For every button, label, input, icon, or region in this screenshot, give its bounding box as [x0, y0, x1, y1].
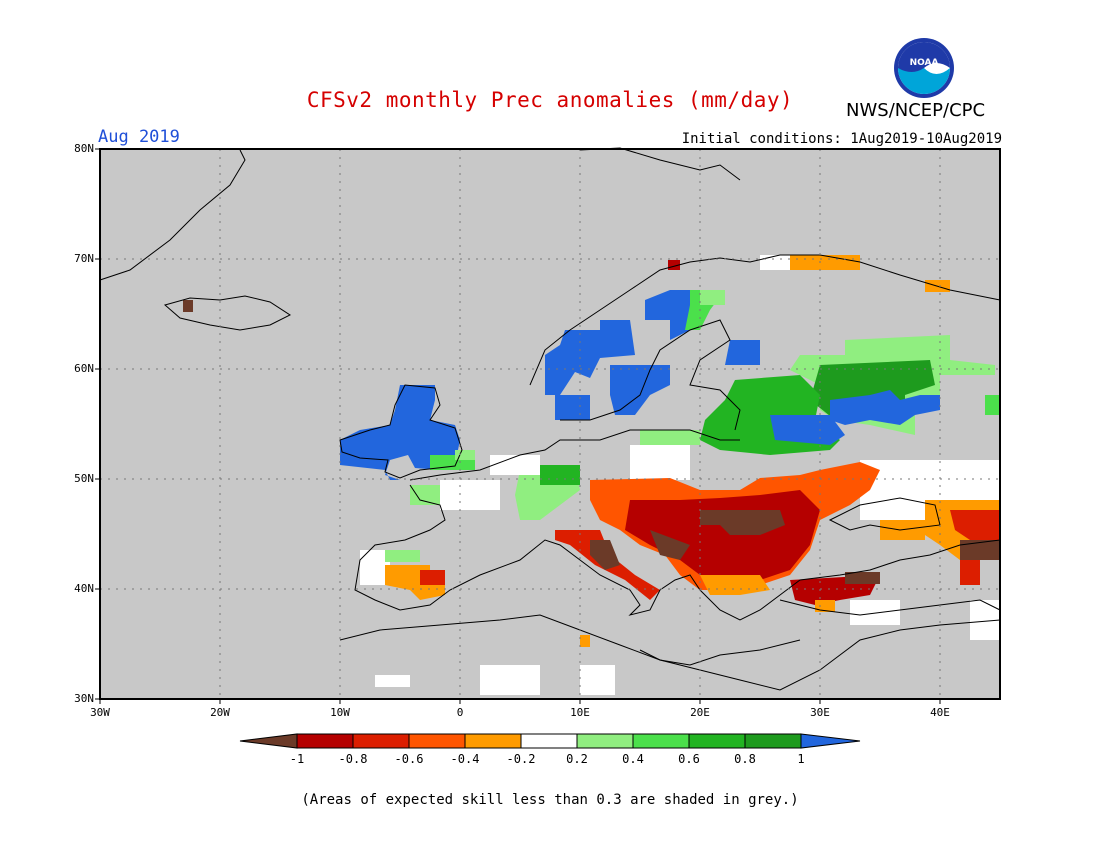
lat-label-50n: 50N: [74, 472, 94, 485]
region-sweden-south: [610, 365, 670, 415]
lon-label-30w: 30W: [90, 706, 110, 719]
lat-label-70n: 70N: [74, 252, 94, 265]
agency-label: NWS/NCEP/CPC: [846, 100, 986, 121]
lat-label-60n: 60N: [74, 362, 94, 375]
colorbar-label: 0.6: [678, 752, 700, 766]
map-title: CFSv2 monthly Prec anomalies (mm/day): [306, 88, 794, 112]
lon-label-10e: 10E: [570, 706, 590, 719]
colorbar-label: 0.2: [566, 752, 588, 766]
colorbar: [239, 733, 861, 749]
colorbar-arrow-right: [801, 734, 860, 748]
colorbar-arrow-left: [240, 734, 297, 748]
lon-label-40e: 40E: [930, 706, 950, 719]
colorbar-label: 0.8: [734, 752, 756, 766]
lat-label-80n: 80N: [74, 142, 94, 155]
noaa-logo-text: NOAA: [910, 58, 939, 68]
colorbar-label: -0.2: [506, 752, 536, 766]
lon-label-10w: 10W: [330, 706, 350, 719]
colorbar-label: 0.4: [622, 752, 644, 766]
colorbar-label: 1: [797, 752, 805, 766]
colorbar-label: -1: [289, 752, 305, 766]
axis-ticks: [95, 148, 941, 704]
coastlines: [99, 147, 1001, 691]
lon-label-30e: 30E: [810, 706, 830, 719]
region-norway: [545, 320, 635, 395]
anomaly-field: [183, 255, 1000, 695]
colorbar-label: -0.4: [450, 752, 480, 766]
lat-label-30n: 30N: [74, 692, 94, 705]
skill-footnote: (Areas of expected skill less than 0.3 a…: [301, 792, 799, 808]
lon-label-20w: 20W: [210, 706, 230, 719]
lon-label-0: 0: [456, 706, 464, 719]
graticule: [100, 149, 1000, 699]
noaa-logo: NOAA: [894, 38, 954, 98]
initial-conditions: Initial conditions: 1Aug2019-10Aug2019: [681, 131, 1002, 147]
map-frame: [99, 148, 1001, 700]
colorbar-label: -0.8: [338, 752, 368, 766]
forecast-month: Aug 2019: [98, 127, 180, 147]
colorbar-label: -0.6: [394, 752, 424, 766]
lon-label-20e: 20E: [690, 706, 710, 719]
lat-label-40n: 40N: [74, 582, 94, 595]
